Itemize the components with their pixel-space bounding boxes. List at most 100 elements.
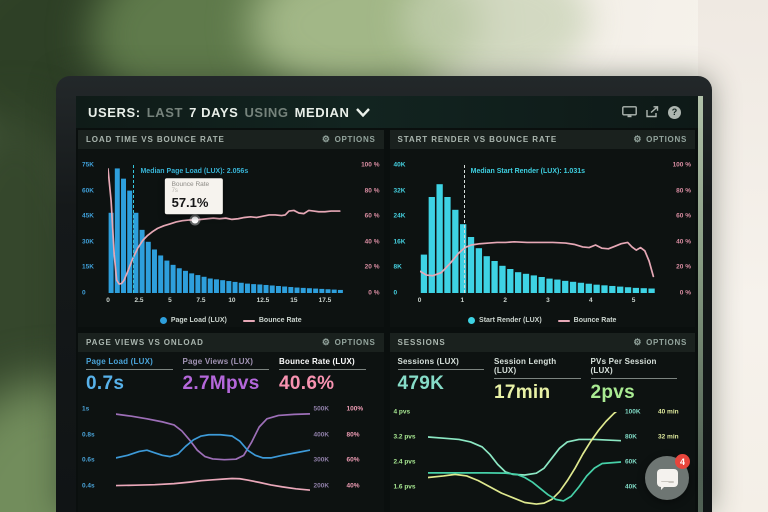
- histogram-bar: [608, 285, 615, 293]
- axis-tick-label: 200K: [313, 482, 330, 490]
- users-range-dropdown[interactable]: USERS: LAST 7 DAYS USING MEDIAN: [88, 105, 370, 120]
- gear-icon: ⚙: [633, 134, 643, 144]
- x-tick-label: 2.5: [134, 297, 144, 304]
- scrollbar[interactable]: [698, 96, 703, 512]
- panel-start-render-vs-bounce-rate: START RENDER VS BOUNCE RATE ⚙ OPTIONS Me…: [389, 130, 696, 327]
- histogram-bar: [592, 284, 600, 293]
- histogram-bar: [319, 288, 325, 293]
- histogram-bar: [538, 277, 545, 293]
- metric-label: Page Views (LUX): [182, 357, 269, 370]
- x-axis: 0 2.5 5 7.5 10 12.5 15 17.5: [106, 297, 344, 307]
- histogram-bar: [269, 285, 275, 293]
- series-line: [116, 478, 310, 490]
- histogram-bar: [220, 280, 226, 293]
- page-views-chart[interactable]: 1s 0.8s 0.6s 0.4s 500K 400K 300K 200K 100% 80% 60%…: [78, 401, 384, 512]
- histogram-bar: [158, 255, 164, 293]
- options-button[interactable]: ⚙ OPTIONS: [321, 337, 376, 348]
- chat-widget-button[interactable]: 4: [645, 454, 690, 500]
- axis-tick-label: 60 %: [364, 212, 380, 220]
- chart-plot: [116, 409, 310, 508]
- chart-plot: Median Page Load (LUX): 2.056s Bounce Rat…: [108, 165, 344, 293]
- metric-value: 40.6%: [279, 373, 335, 394]
- axis-tick-label: 40K: [625, 483, 637, 491]
- histogram-bar: [522, 273, 529, 293]
- histogram-bar: [114, 168, 120, 293]
- gear-icon: ⚙: [321, 337, 331, 347]
- histogram-bar: [294, 287, 300, 293]
- axis-tick-label: 15K: [82, 263, 94, 271]
- options-label: OPTIONS: [334, 338, 376, 347]
- axis-tick-label: 1.6 pvs: [393, 483, 416, 491]
- x-tick-label: 5: [168, 297, 172, 304]
- histogram-bar: [435, 184, 443, 293]
- axis-tick-label: 0 %: [368, 289, 380, 297]
- histogram-bar: [313, 288, 319, 293]
- panel-header: START RENDER VS BOUNCE RATE ⚙ OPTIONS: [389, 130, 695, 149]
- y-axis-right-primary: 100K 80K 60K 40K: [625, 409, 655, 508]
- options-label: OPTIONS: [646, 338, 687, 347]
- axis-tick-label: 4 pvs: [393, 408, 411, 416]
- histogram-bar: [514, 272, 521, 293]
- x-tick-label: 10: [228, 297, 236, 304]
- histogram-bar: [182, 270, 188, 293]
- metric-label: Bounce Rate (LUX): [279, 357, 366, 370]
- histogram-bar: [451, 209, 458, 293]
- histogram-bar: [428, 197, 435, 293]
- tooltip-title: Bounce Rate: [171, 181, 210, 189]
- share-icon[interactable]: [646, 106, 659, 118]
- legend-item: Bounce Rate: [242, 317, 302, 324]
- chart-plot: [428, 412, 622, 508]
- load-time-chart[interactable]: Median Page Load (LUX): 2.056s Bounce Rat…: [78, 149, 384, 327]
- start-render-chart[interactable]: Median Start Render (LUX): 1.031s 40K 32K 2…: [390, 149, 696, 327]
- help-icon[interactable]: ?: [668, 105, 681, 119]
- options-button[interactable]: ⚙ OPTIONS: [633, 134, 687, 145]
- histogram-bar: [443, 197, 451, 293]
- histogram-bar: [151, 249, 157, 293]
- axis-tick-label: 20 %: [364, 263, 380, 271]
- histogram-bar: [585, 283, 592, 293]
- histogram-bar: [127, 190, 133, 293]
- median-annotation: Median Page Load (LUX): 2.056s: [140, 168, 249, 175]
- histogram-bar: [569, 281, 576, 293]
- y-axis-right: 100 % 80 % 60 % 40 % 20 % 0 %: [348, 161, 380, 297]
- legend-label: Bounce Rate: [573, 317, 617, 324]
- axis-tick-label: 20 %: [676, 263, 691, 271]
- histogram-bar: [300, 287, 306, 293]
- panel-title: SESSIONS: [397, 338, 446, 347]
- median-label: MEDIAN: [294, 104, 350, 120]
- axis-tick-label: 80K: [625, 433, 637, 441]
- histogram-bar: [170, 264, 176, 293]
- metric: Page Load (LUX) 0.7s: [86, 357, 183, 401]
- y-axis-left: 40K 32K 24K 16K 8K 0: [393, 162, 416, 297]
- series-line: [116, 435, 310, 458]
- axis-tick-label: 80 %: [676, 187, 691, 195]
- histogram-bar: [176, 268, 182, 293]
- histogram-bar: [164, 260, 170, 293]
- histogram-bar: [201, 276, 207, 293]
- histogram-bar: [226, 281, 232, 293]
- axis-tick-label: 100 %: [361, 161, 380, 169]
- display-icon[interactable]: [622, 106, 637, 118]
- histogram-bar: [195, 275, 201, 293]
- axis-tick-label: 100 %: [672, 161, 691, 169]
- metric: Bounce Rate (LUX) 40.6%: [279, 357, 376, 401]
- histogram-bar: [600, 285, 608, 293]
- sessions-chart[interactable]: 4 pvs 3.2 pvs 2.4 pvs 1.6 pvs 100K 80K 60K 40K 4…: [390, 404, 696, 512]
- x-tick-label: 7.5: [196, 297, 206, 304]
- histogram-bar: [244, 283, 250, 293]
- options-button[interactable]: ⚙ OPTIONS: [322, 135, 376, 145]
- axis-tick-label: 3.2 pvs: [393, 433, 416, 441]
- axis-tick-label: 60 %: [676, 212, 691, 220]
- axis-tick-label: 40 min: [658, 408, 679, 416]
- options-button[interactable]: ⚙ OPTIONS: [633, 338, 687, 348]
- x-tick-label: 12.5: [256, 297, 270, 304]
- metric: Sessions (LUX) 479K: [397, 357, 495, 404]
- axis-tick-label: 8K: [393, 263, 402, 271]
- histogram-bar: [257, 284, 263, 293]
- x-tick-label: 1: [460, 297, 465, 304]
- axis-tick-label: 60K: [82, 187, 94, 195]
- axis-tick-label: 0: [393, 289, 398, 297]
- last-label: LAST: [146, 104, 184, 120]
- x-tick-label: 17.5: [318, 297, 332, 304]
